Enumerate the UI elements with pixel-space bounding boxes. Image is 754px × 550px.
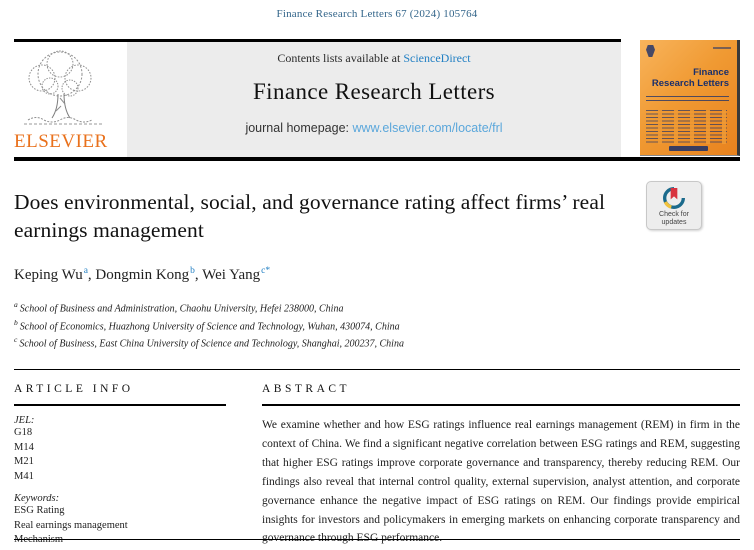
jel-code: M41 <box>14 470 34 482</box>
section-top-rule <box>14 369 740 371</box>
cover-journal-title: Finance Research Letters <box>651 67 729 89</box>
homepage-line-text: journal homepage: <box>245 121 353 135</box>
info-abstract-section: ARTICLE INFO JEL: G18 M14 M21 M41 Keywor… <box>14 369 740 548</box>
homepage-line: journal homepage: www.elsevier.com/locat… <box>127 121 621 135</box>
article-header: Does environmental, social, and governan… <box>14 181 740 352</box>
journal-citation: Finance Research Letters 67 (2024) 10576… <box>276 8 478 20</box>
cover-contents-columns <box>646 110 727 144</box>
column-gutter <box>226 383 262 548</box>
journal-title: Finance Research Letters <box>252 79 496 104</box>
masthead-bottom-rule <box>14 157 740 161</box>
abstract-column: ABSTRACT We examine whether and how ESG … <box>262 383 740 548</box>
author-name[interactable]: Keping Wu <box>14 266 83 283</box>
keyword: Mechanism <box>14 533 226 547</box>
author-affiliation-mark: c* <box>261 265 271 276</box>
journal-homepage-link[interactable]: www.elsevier.com/locate/frl <box>352 121 503 135</box>
journal-banner: Contents lists available at ScienceDirec… <box>127 42 621 157</box>
article-info-heading-rule <box>14 404 226 407</box>
elsevier-logo[interactable]: ELSEVIER <box>14 42 127 157</box>
affiliation-mark: b <box>14 317 18 327</box>
jel-label: JEL: <box>14 415 35 427</box>
masthead-spacer <box>621 42 640 157</box>
abstract-heading-rule <box>262 404 740 407</box>
affiliation-list: a School of Business and Administration, … <box>14 299 740 352</box>
affiliation-mark: c <box>14 335 18 345</box>
keywords-label: Keywords: <box>14 493 60 505</box>
author-affiliation-mark: a <box>83 265 88 276</box>
masthead-top-rule <box>14 39 621 42</box>
jel-code: M14 <box>14 441 34 453</box>
cover-contents-text-rows <box>646 96 729 104</box>
crossmark-icon <box>663 187 685 209</box>
affiliation-mark: a <box>14 299 18 309</box>
cover-elsevier-mini-logo-icon <box>646 45 655 57</box>
abstract-heading: ABSTRACT <box>262 383 351 396</box>
author-name[interactable]: Dongmin Kong <box>95 266 190 283</box>
cover-issue-info-line <box>713 47 731 49</box>
affiliation-text: School of Economics, Huazhong University… <box>19 320 400 332</box>
jel-code: G18 <box>14 427 33 439</box>
affiliation-text: School of Business, East China Universit… <box>19 338 404 350</box>
keyword: ESG Rating <box>14 505 65 517</box>
author-separator: , <box>194 266 203 283</box>
article-info-column: ARTICLE INFO JEL: G18 M14 M21 M41 Keywor… <box>14 383 226 548</box>
cover-sciencedirect-bar <box>669 146 708 151</box>
article-title: Does environmental, social, and governan… <box>14 190 606 243</box>
abstract-text: We examine whether and how ESG ratings i… <box>262 419 740 544</box>
affiliation-line: a School of Business and Administration, … <box>14 299 740 317</box>
check-for-updates-label: Check for updates <box>659 211 689 227</box>
journal-masthead: ELSEVIER Contents lists available at Sci… <box>14 39 740 161</box>
check-for-updates-badge[interactable]: Check for updates <box>646 181 702 230</box>
page-footer-rule <box>14 539 740 540</box>
article-info-heading: ARTICLE INFO <box>14 383 134 396</box>
author-affiliation-mark: b <box>190 265 195 276</box>
affiliation-line: b School of Economics, Huazhong Universit… <box>14 317 740 335</box>
author-list: Keping Wua, Dongmin Kongb, Wei Yangc* <box>14 266 740 284</box>
contents-line: Contents lists available at ScienceDirec… <box>127 51 621 66</box>
sciencedirect-link[interactable]: ScienceDirect <box>403 51 471 65</box>
journal-cover-thumbnail[interactable]: Finance Research Letters <box>640 40 740 156</box>
keyword: Real earnings management <box>14 519 128 531</box>
elsevier-wordmark: ELSEVIER <box>14 131 108 152</box>
jel-code: M21 <box>14 456 34 468</box>
contents-line-text: Contents lists available at <box>277 51 404 65</box>
affiliation-line: c School of Business, East China Universi… <box>14 334 740 352</box>
elsevier-tree-icon <box>24 50 102 125</box>
author-separator: , <box>87 266 96 283</box>
author-name[interactable]: Wei Yang <box>202 266 261 283</box>
affiliation-text: School of Business and Administration, C… <box>19 303 344 315</box>
